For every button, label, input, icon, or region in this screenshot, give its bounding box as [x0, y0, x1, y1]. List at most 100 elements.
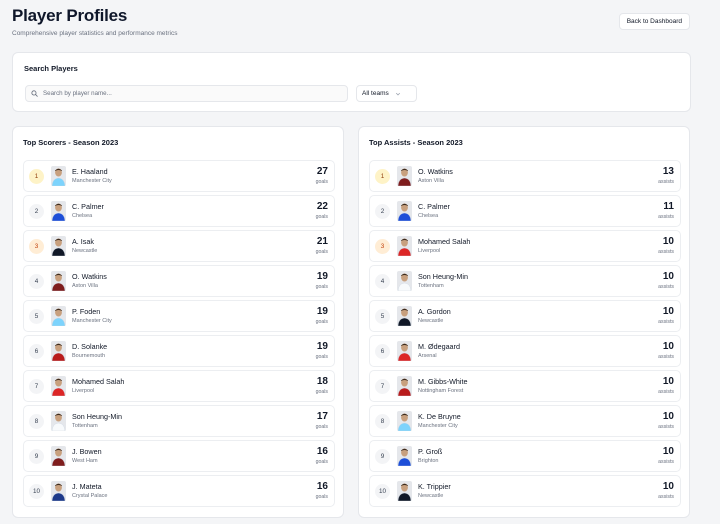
- top-assists-title: Top Assists - Season 2023: [369, 138, 463, 147]
- player-team: Chelsea: [418, 213, 439, 219]
- stat-value: 19: [316, 306, 328, 317]
- top-scorers-list: 1 E. Haaland Manchester City 27 goals 2 C. Pal…: [23, 160, 335, 510]
- player-row[interactable]: 10 J. Mateta Crystal Palace 16 goals: [23, 475, 335, 507]
- rank-badge: 4: [375, 273, 390, 289]
- stat-unit: goals: [315, 424, 328, 430]
- player-team: Chelsea: [72, 213, 93, 219]
- player-name: A. Isak: [72, 237, 94, 246]
- player-name: D. Solanke: [72, 342, 108, 351]
- stat-unit: assists: [658, 249, 674, 255]
- rank-badge: 5: [29, 308, 44, 324]
- player-row[interactable]: 4 Son Heung-Min Tottenham 10 assists: [369, 265, 681, 297]
- stat-value: 16: [316, 446, 328, 457]
- player-row[interactable]: 6 D. Solanke Bournemouth 19 goals: [23, 335, 335, 367]
- player-row[interactable]: 7 M. Gibbs-White Nottingham Forest 10 assist…: [369, 370, 681, 402]
- player-team: Liverpool: [72, 388, 95, 394]
- player-name: E. Haaland: [72, 167, 108, 176]
- player-name: A. Gordon: [418, 307, 451, 316]
- player-team: Crystal Palace: [72, 493, 108, 499]
- player-avatar: [51, 201, 66, 222]
- player-team: Manchester City: [418, 423, 458, 429]
- player-row[interactable]: 2 C. Palmer Chelsea 22 goals: [23, 195, 335, 227]
- player-row[interactable]: 7 Mohamed Salah Liverpool 18 goals: [23, 370, 335, 402]
- stat-value: 10: [662, 341, 674, 352]
- stat-value: 19: [316, 341, 328, 352]
- stat-unit: goals: [315, 284, 328, 290]
- rank-badge: 2: [29, 203, 44, 219]
- rank-badge: 8: [375, 413, 390, 429]
- team-filter-select[interactable]: All teams: [356, 85, 417, 102]
- stat-value: 10: [662, 236, 674, 247]
- player-team: Tottenham: [72, 423, 98, 429]
- player-row[interactable]: 3 A. Isak Newcastle 21 goals: [23, 230, 335, 262]
- player-avatar: [51, 411, 66, 432]
- stat-unit: goals: [315, 459, 328, 465]
- stat-unit: goals: [315, 179, 328, 185]
- rank-badge: 5: [375, 308, 390, 324]
- player-row[interactable]: 8 K. De Bruyne Manchester City 10 assists: [369, 405, 681, 437]
- team-filter-value: All teams: [362, 90, 389, 97]
- player-row[interactable]: 2 C. Palmer Chelsea 11 assists: [369, 195, 681, 227]
- player-row[interactable]: 1 O. Watkins Aston Villa 13 assists: [369, 160, 681, 192]
- player-team: Aston Villa: [418, 178, 444, 184]
- player-avatar: [397, 201, 412, 222]
- player-name: Mohamed Salah: [72, 377, 125, 386]
- player-team: Tottenham: [418, 283, 444, 289]
- rank-badge: 7: [375, 378, 390, 394]
- rank-badge: 8: [29, 413, 44, 429]
- player-avatar: [397, 446, 412, 467]
- stat-value: 11: [663, 201, 674, 212]
- player-row[interactable]: 6 M. Ødegaard Arsenal 10 assists: [369, 335, 681, 367]
- rank-badge: 1: [29, 168, 44, 184]
- player-row[interactable]: 1 E. Haaland Manchester City 27 goals: [23, 160, 335, 192]
- player-row[interactable]: 5 A. Gordon Newcastle 10 assists: [369, 300, 681, 332]
- search-box[interactable]: [25, 85, 348, 102]
- player-avatar: [51, 446, 66, 467]
- rank-badge: 6: [375, 343, 390, 359]
- stat-unit: assists: [658, 319, 674, 325]
- player-avatar: [397, 341, 412, 362]
- stat-value: 10: [662, 271, 674, 282]
- rank-badge: 9: [29, 448, 44, 464]
- search-card: Search Players All teams: [12, 52, 691, 112]
- player-row[interactable]: 10 K. Trippier Newcastle 10 assists: [369, 475, 681, 507]
- stat-value: 19: [316, 271, 328, 282]
- stat-value: 10: [662, 411, 674, 422]
- stat-unit: goals: [315, 389, 328, 395]
- player-row[interactable]: 9 P. Groß Brighton 10 assists: [369, 440, 681, 472]
- player-row[interactable]: 4 O. Watkins Aston Villa 19 goals: [23, 265, 335, 297]
- player-name: P. Groß: [418, 447, 443, 456]
- player-team: Brighton: [418, 458, 439, 464]
- stat-value: 22: [316, 201, 328, 212]
- player-avatar: [397, 166, 412, 187]
- player-row[interactable]: 3 Mohamed Salah Liverpool 10 assists: [369, 230, 681, 262]
- player-name: O. Watkins: [72, 272, 107, 281]
- stat-unit: assists: [658, 214, 674, 220]
- player-name: K. De Bruyne: [418, 412, 461, 421]
- search-input[interactable]: [43, 90, 333, 97]
- back-to-dashboard-button[interactable]: Back to Dashboard: [618, 13, 690, 30]
- player-team: Arsenal: [418, 353, 437, 359]
- player-name: J. Bowen: [72, 447, 102, 456]
- stat-value: 10: [662, 306, 674, 317]
- chevron-down-icon: [395, 92, 400, 95]
- player-avatar: [397, 236, 412, 257]
- player-avatar: [397, 411, 412, 432]
- player-row[interactable]: 9 J. Bowen West Ham 16 goals: [23, 440, 335, 472]
- player-row[interactable]: 8 Son Heung-Min Tottenham 17 goals: [23, 405, 335, 437]
- player-name: Mohamed Salah: [418, 237, 471, 246]
- player-avatar: [51, 236, 66, 257]
- page-header: Player Profiles Comprehensive player sta…: [12, 6, 177, 37]
- rank-badge: 4: [29, 273, 44, 289]
- player-name: Son Heung-Min: [72, 412, 122, 421]
- stat-unit: goals: [315, 214, 328, 220]
- rank-badge: 9: [375, 448, 390, 464]
- top-scorers-card: Top Scorers - Season 2023 1 E. Haaland Man…: [12, 126, 344, 518]
- rank-badge: 1: [375, 168, 390, 184]
- player-team: Manchester City: [72, 178, 112, 184]
- stat-value: 10: [662, 446, 674, 457]
- top-assists-card: Top Assists - Season 2023 1 O. Watkins Ast…: [358, 126, 690, 518]
- player-row[interactable]: 5 P. Foden Manchester City 19 goals: [23, 300, 335, 332]
- player-name: Son Heung-Min: [418, 272, 468, 281]
- stat-value: 21: [316, 236, 328, 247]
